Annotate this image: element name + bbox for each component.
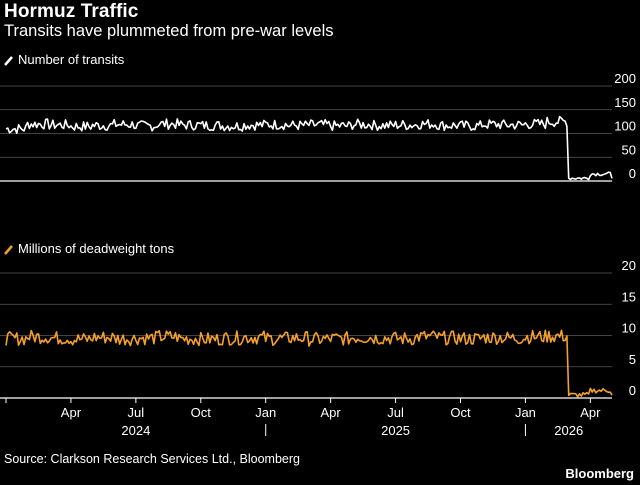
- transits-gridlines: [0, 85, 612, 182]
- legend-tons: Millions of deadweight tons: [4, 241, 175, 256]
- tons-y-tick-label: 10: [622, 321, 636, 336]
- tons-panel: Millions of deadweight tons 0 5 10 15 20: [0, 241, 636, 399]
- legend-label-transits: Number of transits: [18, 52, 125, 67]
- tons-gridlines: [0, 272, 612, 399]
- x-year-label: 2024: [121, 423, 150, 438]
- x-tick-label: Jan: [515, 405, 536, 420]
- tons-y-tick-label: 5: [629, 352, 636, 367]
- chart-title: Hormuz Traffic: [4, 1, 139, 22]
- legend-label-tons: Millions of deadweight tons: [18, 241, 175, 256]
- x-tick-label: Jul: [387, 405, 404, 420]
- tons-series-line: [5, 329, 613, 398]
- transits-series-line: [5, 115, 613, 181]
- transits-y-tick-label: 100: [614, 119, 636, 134]
- legend-swatch-transits: [4, 56, 13, 66]
- x-year-label: 2025: [381, 423, 410, 438]
- transits-panel: Number of transits 0 50 100 150 200: [0, 52, 636, 182]
- tons-y-tick-label: 20: [622, 258, 636, 273]
- tons-y-tick-label: 0: [629, 383, 636, 398]
- legend-transits: Number of transits: [4, 52, 125, 67]
- legend-swatch-tons: [4, 245, 13, 255]
- transits-y-tick-label: 150: [614, 95, 636, 110]
- x-tick-label: Jul: [128, 405, 145, 420]
- transits-y-tick-label: 200: [614, 71, 636, 86]
- x-tick-label: Apr: [321, 405, 342, 420]
- tons-y-tick-labels: 0 5 10 15 20: [622, 258, 636, 398]
- transits-y-tick-label: 50: [622, 142, 636, 157]
- x-tick-label: Jan: [255, 405, 276, 420]
- x-year-label: 2026: [554, 423, 583, 438]
- x-tick-label: Apr: [61, 405, 82, 420]
- transits-y-tick-labels: 0 50 100 150 200: [614, 71, 636, 181]
- x-tick-label: Oct: [450, 405, 471, 420]
- bloomberg-logo-text: Bloomberg: [565, 466, 634, 481]
- x-tick-label: Apr: [580, 405, 601, 420]
- x-axis: Apr Jul Oct Jan Apr Jul Oct Jan Apr 2024 2025 2026: [5, 398, 601, 438]
- transits-y-tick-label: 0: [629, 166, 636, 181]
- x-tick-label: Oct: [191, 405, 212, 420]
- source-note: Source: Clarkson Research Services Ltd.,…: [4, 452, 300, 466]
- chart-subtitle: Transits have plummeted from pre-war lev…: [4, 22, 334, 40]
- tons-y-tick-label: 15: [622, 289, 636, 304]
